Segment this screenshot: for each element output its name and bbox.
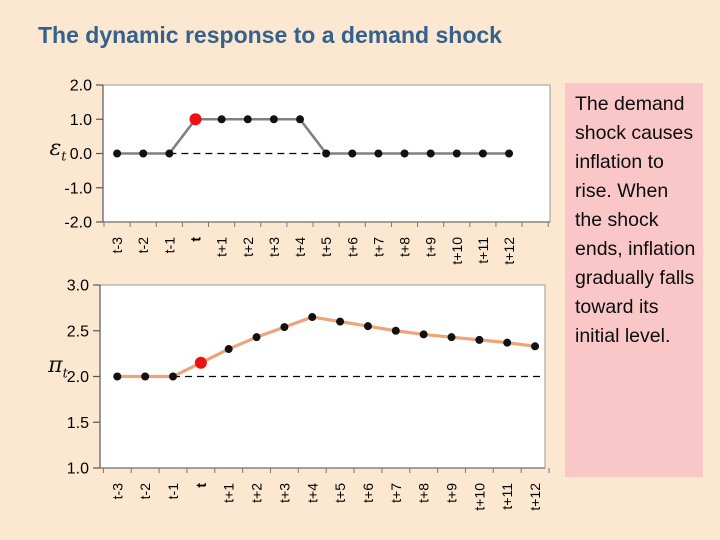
data-point: [478, 149, 487, 158]
x-axis-category-label: t+2: [249, 483, 265, 503]
data-point: [348, 149, 357, 158]
data-point: [391, 326, 400, 335]
data-point: [426, 149, 435, 158]
x-axis-category-label: t+1: [221, 483, 237, 503]
data-point: [374, 149, 383, 158]
x-axis-category-label: t+11: [475, 237, 491, 264]
y-axis-tick-label: -2.0: [64, 215, 92, 232]
x-axis-category-label: t+3: [266, 237, 282, 257]
pi-symbol: π: [48, 353, 63, 378]
epsilon-symbol: ε: [49, 136, 62, 161]
demand-shock-chart: 2.0 1.0 0.0 -1.0 -2.0 t-3 t-2 t-1 t t+1 t+2 t+3 t+4 t…: [64, 78, 551, 265]
data-point: [141, 372, 150, 381]
x-axis-category-label: t+3: [276, 483, 292, 503]
x-axis-category-label: t+6: [344, 237, 360, 257]
data-point: [252, 333, 261, 342]
x-axis-category-label: t-2: [137, 483, 153, 500]
x-axis-category-label: t: [187, 237, 203, 242]
inflation-chart: 3.0 2.5 2.0 1.5 1.0 t-3 t-2 t-1 t t+1 t+2 t+3 t+4 t+5…: [67, 278, 550, 511]
data-point: [475, 335, 484, 344]
y-axis-tick-label: 1.0: [67, 461, 89, 478]
data-point: [113, 149, 122, 158]
data-point: [113, 372, 122, 381]
x-axis-category-label: t+4: [292, 237, 308, 257]
data-point: [531, 342, 540, 351]
data-point: [400, 149, 409, 158]
pi-subscript: t: [62, 366, 68, 382]
x-axis-category-label: t+4: [304, 483, 320, 503]
x-axis-category-label: t+8: [397, 237, 413, 257]
data-point: [447, 333, 456, 342]
series-line: [115, 315, 537, 379]
data-point: [322, 149, 331, 158]
data-point: [165, 149, 174, 158]
data-point: [505, 149, 514, 158]
data-point: [363, 322, 372, 331]
data-point: [419, 330, 428, 339]
data-point: [217, 115, 226, 124]
x-axis-category-label: t+9: [444, 483, 460, 503]
y-axis-tick-label: 1.5: [67, 415, 89, 432]
x-axis-category-label: t+7: [388, 483, 404, 503]
x-axis-category-label: t+5: [318, 237, 334, 257]
annotation-note-text: The demand shock causes inflation to ris…: [575, 93, 696, 347]
x-axis-category-label: t-3: [109, 237, 125, 254]
x-axis-category-label: t+7: [370, 237, 386, 257]
highlighted-data-point: [194, 356, 207, 369]
x-axis-category-label: t-3: [109, 483, 125, 500]
x-axis-category-label: t+2: [240, 237, 256, 257]
x-axis-category-label: t+1: [214, 237, 230, 257]
y-axis-tick-label: 2.5: [67, 323, 89, 340]
pi-axis-label: πt: [38, 353, 78, 381]
y-axis-tick-label: 1.0: [70, 112, 92, 129]
x-axis-category-label: t-2: [135, 237, 151, 254]
data-point: [280, 323, 289, 332]
page-title: The dynamic response to a demand shock: [38, 22, 502, 48]
x-axis-category-label: t+11: [499, 483, 515, 510]
data-point: [503, 338, 512, 347]
data-point: [243, 115, 252, 124]
data-point: [452, 149, 461, 158]
annotation-note-box: The demand shock causes inflation to ris…: [565, 83, 703, 477]
y-axis-tick-label: 3.0: [67, 278, 89, 295]
data-point: [336, 317, 345, 326]
epsilon-subscript: t: [61, 149, 67, 165]
x-axis-category-label: t+6: [360, 483, 376, 503]
data-point: [224, 345, 233, 354]
x-axis-category-label: t-1: [161, 237, 177, 254]
y-axis-tick-label: 0.0: [70, 146, 92, 163]
data-point: [308, 313, 317, 322]
x-axis-category-label: t+9: [423, 237, 439, 257]
highlighted-data-point: [189, 113, 202, 126]
x-axis-category-label: t+12: [501, 237, 517, 265]
data-point: [139, 149, 148, 158]
x-axis-category-label: t+10: [449, 237, 465, 265]
x-axis-category-label: t-1: [165, 483, 181, 500]
x-axis-category-label: t+10: [471, 483, 487, 511]
data-point: [169, 372, 177, 381]
data-point: [296, 115, 305, 124]
x-axis-category-label: t+8: [416, 483, 432, 503]
x-axis-category-label: t+5: [332, 483, 348, 503]
x-axis-category-label: t: [193, 483, 209, 488]
series-line: [115, 117, 511, 155]
data-point: [269, 115, 278, 124]
y-axis-tick-label: 2.0: [70, 78, 92, 95]
y-axis-tick-label: 2.0: [67, 369, 89, 386]
epsilon-axis-label: εt: [38, 136, 78, 164]
y-axis-tick-label: -1.0: [64, 180, 92, 197]
x-axis-category-label: t+12: [527, 483, 543, 511]
